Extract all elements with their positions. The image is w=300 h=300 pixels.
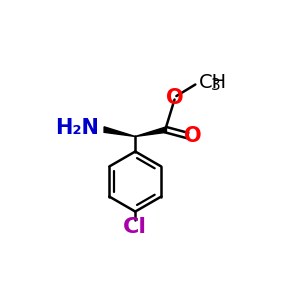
Polygon shape (135, 127, 167, 136)
Polygon shape (104, 127, 135, 136)
Text: 3: 3 (210, 78, 220, 93)
Text: H₂N: H₂N (56, 118, 100, 138)
Text: CH: CH (199, 73, 227, 92)
Text: O: O (166, 88, 183, 108)
Text: O: O (184, 125, 202, 146)
Text: Cl: Cl (123, 217, 147, 237)
